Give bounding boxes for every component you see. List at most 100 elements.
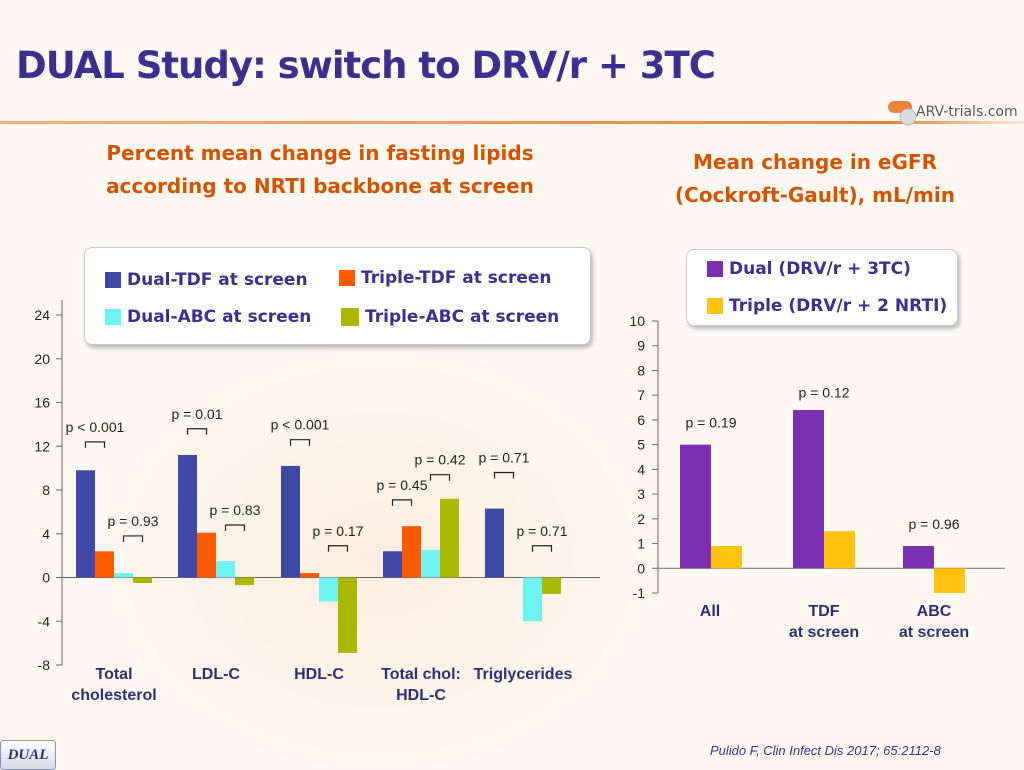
bar-triple-abc-at-screen-2 xyxy=(338,577,357,653)
bar-triple-abc-at-screen-4 xyxy=(542,577,561,594)
bar-dual-abc-at-screen-0 xyxy=(114,573,133,578)
category-label: at screen xyxy=(789,624,859,641)
p-value-label: p = 0.71 xyxy=(479,450,530,466)
legend-item-triple-abc: Triple-ABC at screen xyxy=(341,307,559,327)
bar-triple-tdf-at-screen-2 xyxy=(300,573,319,578)
legend-swatch-dual-abc xyxy=(105,309,121,325)
egfr-subtitle-line2: (Cockroft-Gault), mL/min xyxy=(675,183,955,207)
y-tick-label: 0 xyxy=(637,560,645,576)
p-value-bracket xyxy=(429,474,451,481)
y-tick-label: 5 xyxy=(637,437,645,453)
bar-dual-abc-at-screen-3 xyxy=(421,550,440,578)
legend-label-triple-tdf: Triple-TDF at screen xyxy=(361,268,552,288)
y-tick-label: 7 xyxy=(637,387,645,403)
p-value-label: p = 0.96 xyxy=(909,516,960,532)
p-value-label: p = 0.01 xyxy=(172,406,223,422)
y-tick-label: 8 xyxy=(637,362,645,378)
p-value-label: p = 0.19 xyxy=(686,414,737,430)
p-value-bracket xyxy=(122,535,144,542)
p-value-label: p = 0.83 xyxy=(210,502,261,518)
category-label: LDL-C xyxy=(192,666,240,683)
legend-swatch-dual-tdf xyxy=(105,272,121,288)
bar-triple-tdf-at-screen-1 xyxy=(197,532,216,578)
category-label: All xyxy=(700,603,720,620)
legend-swatch-triple-tdf xyxy=(339,270,355,286)
p-value-bracket xyxy=(391,499,413,506)
category-label: cholesterol xyxy=(71,687,156,704)
y-tick-label: -4 xyxy=(38,613,51,629)
bar-triple-2 xyxy=(934,568,965,593)
category-label: at screen xyxy=(899,624,969,641)
legend-swatch-triple-abc xyxy=(341,308,359,326)
y-tick-label: 0 xyxy=(42,570,50,586)
lipid-chart-subtitle: Percent mean change in fasting lipids ac… xyxy=(60,137,580,203)
bar-triple-abc-at-screen-0 xyxy=(133,577,152,583)
bar-triple-abc-at-screen-1 xyxy=(235,577,254,586)
arv-trials-logo xyxy=(888,101,917,126)
y-tick-label: 24 xyxy=(34,307,50,323)
p-value-bracket xyxy=(531,545,553,552)
p-value-bracket xyxy=(289,439,311,446)
title-rule-right xyxy=(890,121,1024,124)
bar-dual-0 xyxy=(680,444,711,569)
legend-item-triple: Triple (DRV/r + 2 NRTI) xyxy=(707,296,947,316)
bar-dual-tdf-at-screen-0 xyxy=(76,470,95,578)
y-tick-label: 4 xyxy=(637,461,645,477)
legend-item-dual-tdf: Dual-TDF at screen xyxy=(105,270,308,290)
y-tick-label: -1 xyxy=(633,585,646,601)
y-tick-label: 4 xyxy=(42,526,50,542)
bar-dual-abc-at-screen-4 xyxy=(523,577,542,622)
category-label: Total chol: xyxy=(381,666,461,683)
dual-study-badge: DUAL xyxy=(0,740,56,770)
title-rule-left xyxy=(0,121,890,124)
legend-label-dual-abc: Dual-ABC at screen xyxy=(127,307,312,327)
y-tick-label: 1 xyxy=(637,536,645,552)
y-tick-label: 8 xyxy=(42,482,50,498)
logo-text: ARV-trials.com xyxy=(916,104,1018,120)
bar-dual-2 xyxy=(903,546,934,569)
y-tick-label: 6 xyxy=(637,412,645,428)
legend-label-dual-tdf: Dual-TDF at screen xyxy=(127,270,308,290)
y-tick-label: 16 xyxy=(34,395,50,411)
p-value-label: p = 0.93 xyxy=(108,513,159,529)
bar-dual-tdf-at-screen-4 xyxy=(485,508,504,578)
category-label: ABC xyxy=(917,603,952,620)
bar-triple-tdf-at-screen-3 xyxy=(402,526,421,578)
egfr-chart-subtitle: Mean change in eGFR (Cockroft-Gault), mL… xyxy=(630,146,1000,212)
p-value-label: p = 0.12 xyxy=(799,385,850,401)
bar-triple-1 xyxy=(824,531,855,569)
lipid-subtitle-line2: according to NRTI backbone at screen xyxy=(106,174,534,198)
lipid-subtitle-line1: Percent mean change in fasting lipids xyxy=(106,141,534,165)
category-label: HDL-C xyxy=(294,666,344,683)
category-label: HDL-C xyxy=(396,687,446,704)
slide-title: DUAL Study: switch to DRV/r + 3TC xyxy=(16,44,716,87)
category-label: Total xyxy=(95,666,132,683)
y-tick-label: -8 xyxy=(38,657,51,673)
category-label: Triglycerides xyxy=(474,666,573,683)
legend-label-dual: Dual (DRV/r + 3TC) xyxy=(729,259,911,279)
legend-item-triple-tdf: Triple-TDF at screen xyxy=(339,268,552,288)
bar-triple-0 xyxy=(711,546,742,569)
egfr-subtitle-line1: Mean change in eGFR xyxy=(693,150,937,174)
bar-triple-tdf-at-screen-0 xyxy=(95,551,114,578)
p-value-bracket xyxy=(224,524,246,531)
p-value-bracket xyxy=(493,471,515,479)
logo-globe-icon xyxy=(899,108,917,126)
legend-label-triple-abc: Triple-ABC at screen xyxy=(365,307,560,327)
bar-dual-tdf-at-screen-2 xyxy=(281,465,300,578)
legend-label-triple: Triple (DRV/r + 2 NRTI) xyxy=(729,296,948,316)
citation: Pulido F, Clin Infect Dis 2017; 65:2112-… xyxy=(710,743,941,758)
legend-item-dual-abc: Dual-ABC at screen xyxy=(105,307,311,327)
legend-swatch-triple xyxy=(707,298,723,314)
category-label: TDF xyxy=(808,603,839,620)
y-tick-label: 3 xyxy=(637,486,645,502)
bar-dual-1 xyxy=(793,410,824,569)
y-tick-label: 2 xyxy=(637,511,645,527)
legend-item-dual: Dual (DRV/r + 3TC) xyxy=(707,259,911,279)
y-tick-label: 20 xyxy=(34,351,50,367)
p-value-label: p < 0.001 xyxy=(66,419,125,435)
p-value-label: p < 0.001 xyxy=(271,417,330,433)
p-value-bracket xyxy=(186,428,208,435)
bar-triple-abc-at-screen-3 xyxy=(440,498,459,578)
